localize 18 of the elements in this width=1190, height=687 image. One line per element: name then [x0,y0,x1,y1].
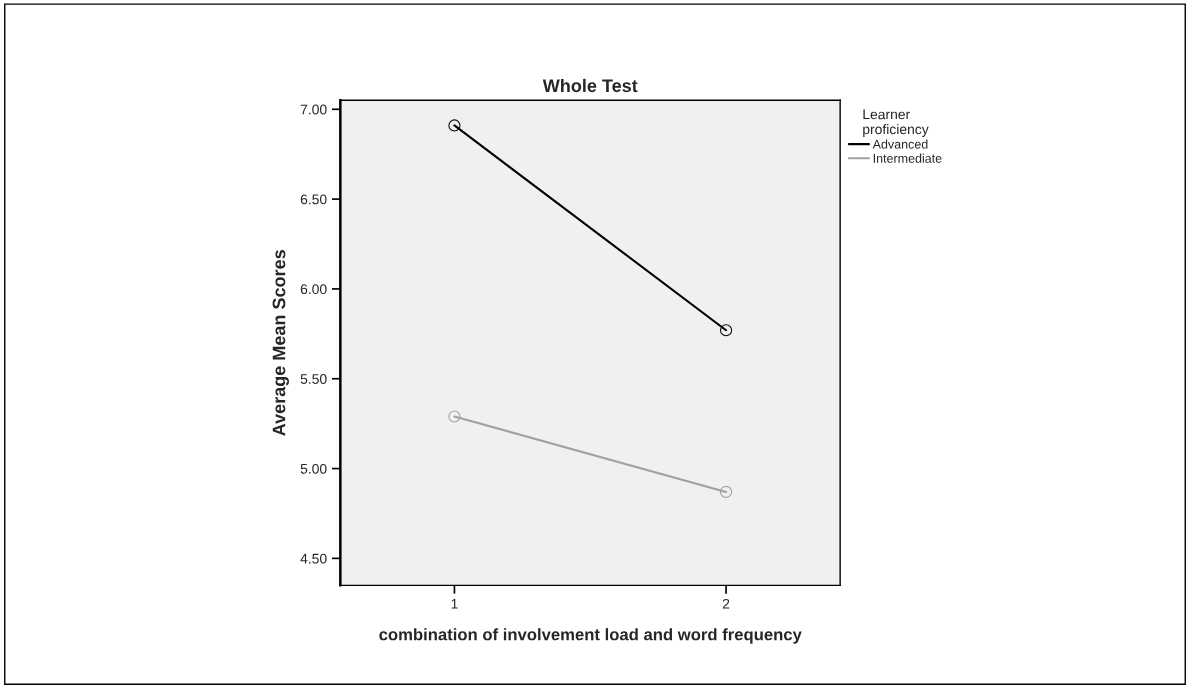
x-tick-label: 2 [722,598,730,609]
chart-title: Whole Test [542,78,638,93]
y-tick-label: 5.50 [300,374,327,384]
point [448,119,461,132]
y-tick-label: 6.50 [300,194,327,205]
y-tick-label: 7.00 [300,104,327,115]
point [448,410,461,423]
x-tick-label: 1 [451,599,458,609]
x-axis-title: combination of involvement load and word frequency [379,628,802,644]
y-tick-label: 4.50 [300,553,327,564]
y-tick-label: 6.00 [300,284,327,295]
point [719,324,733,337]
y-tick-label: 5.00 [300,463,327,474]
legend-label: Advanced [872,139,928,149]
legend-title: Learner proficiency [863,109,929,137]
y-axis-title: Average Mean Scores [272,250,290,436]
legend-label: Intermediate [873,153,942,163]
point [719,485,733,498]
